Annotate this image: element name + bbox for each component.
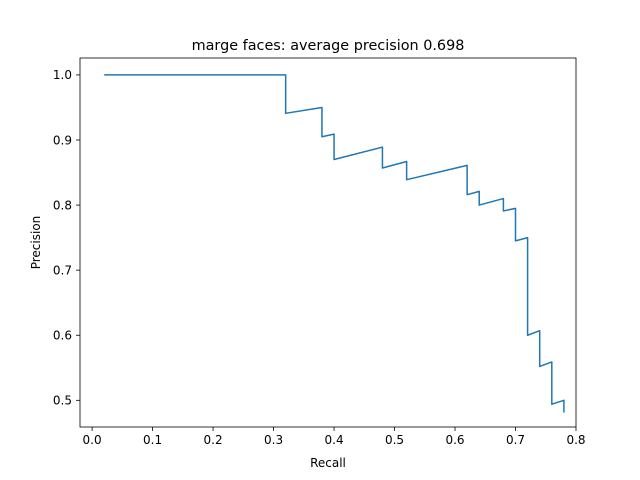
x-axis-ticks: 0.0 0.1 0.2 0.3 0.4 0.5 0.6 0.7 0.8 xyxy=(83,427,586,447)
y-tick-label: 0.9 xyxy=(53,133,72,147)
y-tick-label: 0.7 xyxy=(53,263,72,277)
x-tick-label: 0.3 xyxy=(264,433,283,447)
plot-area xyxy=(104,74,565,413)
y-tick-label: 0.6 xyxy=(53,329,72,343)
precision-recall-line xyxy=(104,74,565,413)
y-axis-label: Precision xyxy=(29,216,43,270)
y-tick-label: 0.8 xyxy=(53,198,72,212)
x-axis-label: Recall xyxy=(310,456,346,470)
x-tick-label: 0.5 xyxy=(385,433,404,447)
x-tick-label: 0.0 xyxy=(83,433,102,447)
x-tick-label: 0.1 xyxy=(143,433,162,447)
x-tick-label: 0.2 xyxy=(204,433,223,447)
x-tick-label: 0.6 xyxy=(445,433,464,447)
x-tick-label: 0.4 xyxy=(325,433,344,447)
y-axis-ticks: 0.5 0.6 0.7 0.8 0.9 1.0 xyxy=(53,68,80,408)
axes-frame xyxy=(79,57,577,428)
x-tick-label: 0.8 xyxy=(566,433,585,447)
x-tick-label: 0.7 xyxy=(506,433,525,447)
y-tick-label: 0.5 xyxy=(53,394,72,408)
y-tick-label: 1.0 xyxy=(53,68,72,82)
chart-title: marge faces: average precision 0.698 xyxy=(192,38,465,54)
